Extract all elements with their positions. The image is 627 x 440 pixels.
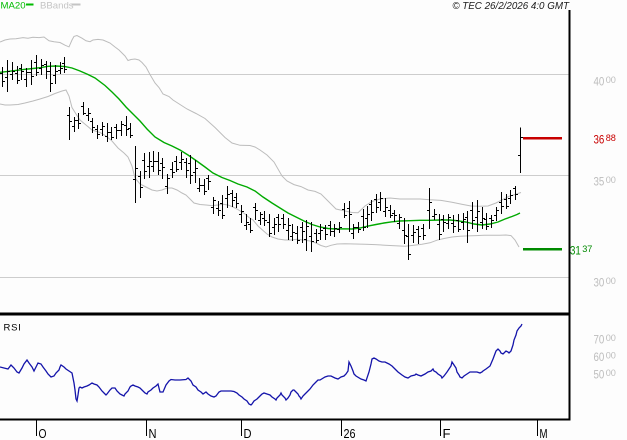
svg-text:37: 37 (582, 244, 592, 254)
svg-text:M: M (540, 427, 548, 440)
svg-text:50: 50 (594, 368, 605, 382)
svg-text:D: D (244, 427, 252, 440)
svg-text:88: 88 (606, 133, 616, 143)
svg-text:N: N (149, 427, 157, 440)
svg-text:60: 60 (594, 350, 605, 364)
svg-text:O: O (39, 427, 47, 440)
svg-text:40: 40 (594, 75, 605, 89)
svg-text:70: 70 (594, 333, 605, 347)
svg-text:36: 36 (594, 133, 605, 147)
svg-text:31: 31 (570, 244, 581, 258)
svg-text:00: 00 (606, 333, 616, 343)
svg-text:00: 00 (606, 175, 616, 185)
svg-text:00: 00 (606, 276, 616, 286)
svg-text:26: 26 (344, 427, 356, 440)
svg-text:MA20: MA20 (1, 1, 26, 12)
svg-text:BBands: BBands (40, 1, 74, 12)
svg-text:F: F (443, 427, 451, 440)
svg-text:00: 00 (606, 368, 616, 378)
svg-text:00: 00 (606, 75, 616, 85)
svg-text:35: 35 (594, 175, 605, 189)
svg-text:00: 00 (606, 350, 616, 360)
svg-text:30: 30 (594, 276, 605, 290)
svg-text:© TEC 26/2/2026 4:0 GMT: © TEC 26/2/2026 4:0 GMT (452, 1, 570, 12)
svg-text:RSI: RSI (4, 323, 22, 334)
